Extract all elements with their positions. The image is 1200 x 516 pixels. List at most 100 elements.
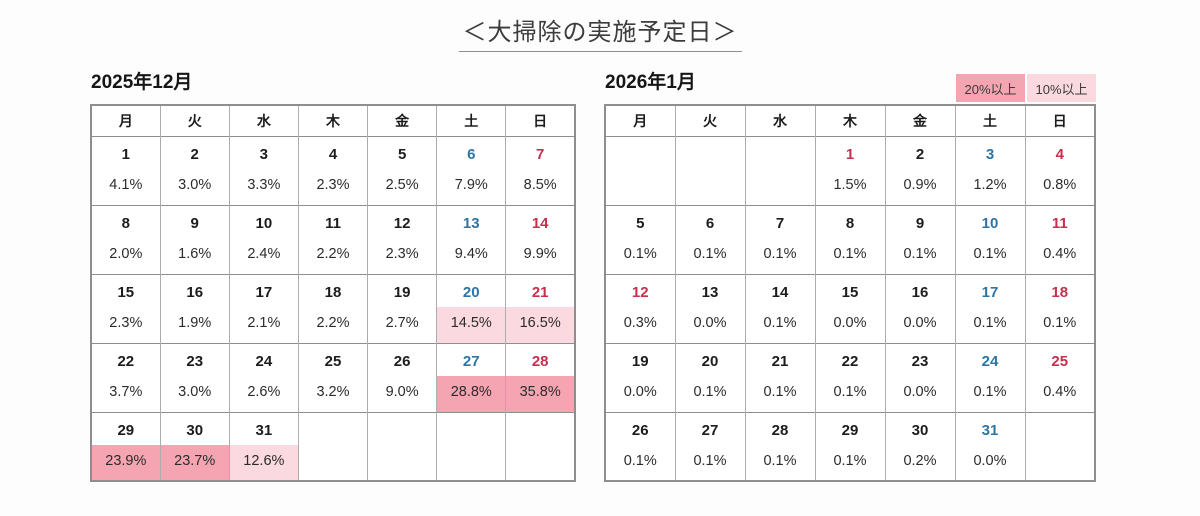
- percent-cell: 0.3%: [604, 307, 676, 343]
- day-cell: 21: [744, 342, 816, 376]
- percent-cell: 0.1%: [814, 445, 886, 481]
- percent-cell: 2.4%: [228, 238, 299, 274]
- empty-cell: [436, 445, 507, 481]
- day-cell: 16: [159, 273, 230, 307]
- day-cell: 16: [884, 273, 956, 307]
- empty-cell: [505, 411, 576, 445]
- percent-cell: 0.1%: [954, 376, 1026, 412]
- day-cell: 15: [90, 273, 161, 307]
- percent-cell: 2.5%: [367, 169, 438, 205]
- day-cell: 22: [90, 342, 161, 376]
- percent-cell: 3.3%: [228, 169, 299, 205]
- percent-cell: 0.1%: [604, 238, 676, 274]
- percent-cell: 2.0%: [90, 238, 161, 274]
- day-cell: 4: [297, 135, 369, 169]
- day-cell: 22: [814, 342, 886, 376]
- day-cell: 8: [90, 204, 161, 238]
- percent-cell: 8.5%: [505, 169, 576, 205]
- day-cell: 31: [228, 411, 299, 445]
- empty-cell: [367, 411, 438, 445]
- percent-cell: 0.1%: [674, 445, 746, 481]
- percent-cell: 1.6%: [159, 238, 230, 274]
- percent-cell: 35.8%: [505, 376, 576, 412]
- empty-cell: [744, 135, 816, 169]
- percent-cell: 7.9%: [436, 169, 507, 205]
- calendar-grid: 月火水木金土日 1 2 3 4 5 6 7 4.1% 3.0% 3.3% 2.3% 2.5% 7.9% 8.…: [90, 104, 576, 482]
- percent-cell: 0.4%: [1024, 376, 1096, 412]
- day-cell: 14: [744, 273, 816, 307]
- legend: 20%以上 10%以上: [956, 74, 1096, 102]
- percent-cell: 1.2%: [954, 169, 1026, 205]
- percent-row: 0.1% 0.1% 0.1% 0.1% 0.2% 0.0%: [604, 445, 1096, 481]
- percent-cell: 1.5%: [814, 169, 886, 205]
- day-cell: 24: [954, 342, 1026, 376]
- day-cell: 2: [884, 135, 956, 169]
- day-cell: 23: [159, 342, 230, 376]
- percent-cell: 0.1%: [604, 445, 676, 481]
- day-cell: 27: [674, 411, 746, 445]
- percent-cell: 1.9%: [159, 307, 230, 343]
- day-number-row: 8 9 10 11 12 13 14: [90, 204, 576, 238]
- day-cell: 2: [159, 135, 230, 169]
- day-header: 木: [297, 105, 369, 136]
- percent-row: 0.3% 0.0% 0.1% 0.0% 0.0% 0.1% 0.1%: [604, 307, 1096, 343]
- percent-cell: 0.0%: [884, 376, 956, 412]
- empty-cell: [297, 411, 369, 445]
- day-number-row: 22 23 24 25 26 27 28: [90, 342, 576, 376]
- day-cell: 5: [367, 135, 438, 169]
- percent-cell: 0.1%: [814, 238, 886, 274]
- calendar-title-january: 2026年1月: [605, 72, 696, 93]
- day-header: 日: [505, 105, 576, 136]
- percent-cell: 2.6%: [228, 376, 299, 412]
- day-header: 月: [604, 105, 676, 136]
- day-header: 金: [884, 105, 956, 136]
- day-cell: 28: [505, 342, 576, 376]
- empty-cell: [297, 445, 369, 481]
- day-cell: 19: [367, 273, 438, 307]
- day-header: 火: [674, 105, 746, 136]
- day-header: 水: [228, 105, 299, 136]
- percent-row: 0.0% 0.1% 0.1% 0.1% 0.0% 0.1% 0.4%: [604, 376, 1096, 412]
- empty-cell: [674, 169, 746, 205]
- percent-cell: 0.0%: [604, 376, 676, 412]
- percent-cell: 0.1%: [744, 238, 816, 274]
- calendar-december: 2025年12月 月火水木金土日 1 2 3 4 5 6 7 4.1% 3.0% 3.3% 2.3% 2…: [90, 72, 576, 482]
- percent-cell: 0.1%: [1024, 307, 1096, 343]
- day-cell: 20: [674, 342, 746, 376]
- legend-label-10-percent: 10%以上: [1035, 81, 1088, 97]
- day-cell: 1: [814, 135, 886, 169]
- day-cell: 3: [954, 135, 1026, 169]
- day-header: 木: [814, 105, 886, 136]
- percent-cell: 2.3%: [367, 238, 438, 274]
- percent-cell: 9.0%: [367, 376, 438, 412]
- day-cell: 8: [814, 204, 886, 238]
- percent-cell: 16.5%: [505, 307, 576, 343]
- percent-cell: 0.0%: [814, 307, 886, 343]
- percent-cell: 2.7%: [367, 307, 438, 343]
- day-header: 日: [1024, 105, 1096, 136]
- day-cell: 28: [744, 411, 816, 445]
- day-cell: 19: [604, 342, 676, 376]
- day-header: 月: [90, 105, 161, 136]
- day-cell: 11: [297, 204, 369, 238]
- day-cell: 18: [1024, 273, 1096, 307]
- empty-cell: [744, 169, 816, 205]
- percent-cell: 0.1%: [744, 307, 816, 343]
- percent-cell: 3.0%: [159, 169, 230, 205]
- day-number-row: 15 16 17 18 19 20 21: [90, 273, 576, 307]
- calendar-january: 2026年1月 月火水木金土日 1 2 3 4 1.5% 0.9% 1.2% 0.8% 5 6 7 8 9…: [604, 72, 1096, 482]
- day-header-row: 月火水木金土日: [90, 105, 576, 136]
- calendar-table-december: 月火水木金土日 1 2 3 4 5 6 7 4.1% 3.0% 3.3% 2.3% 2.5% 7.9% 8.…: [90, 104, 576, 482]
- percent-cell: 0.1%: [954, 307, 1026, 343]
- percent-cell: 0.0%: [884, 307, 956, 343]
- empty-cell: [505, 445, 576, 481]
- day-cell: 9: [884, 204, 956, 238]
- day-cell: 9: [159, 204, 230, 238]
- day-cell: 26: [367, 342, 438, 376]
- percent-cell: 0.1%: [744, 376, 816, 412]
- day-cell: 29: [814, 411, 886, 445]
- percent-cell: 4.1%: [90, 169, 161, 205]
- day-cell: 31: [954, 411, 1026, 445]
- percent-cell: 0.2%: [884, 445, 956, 481]
